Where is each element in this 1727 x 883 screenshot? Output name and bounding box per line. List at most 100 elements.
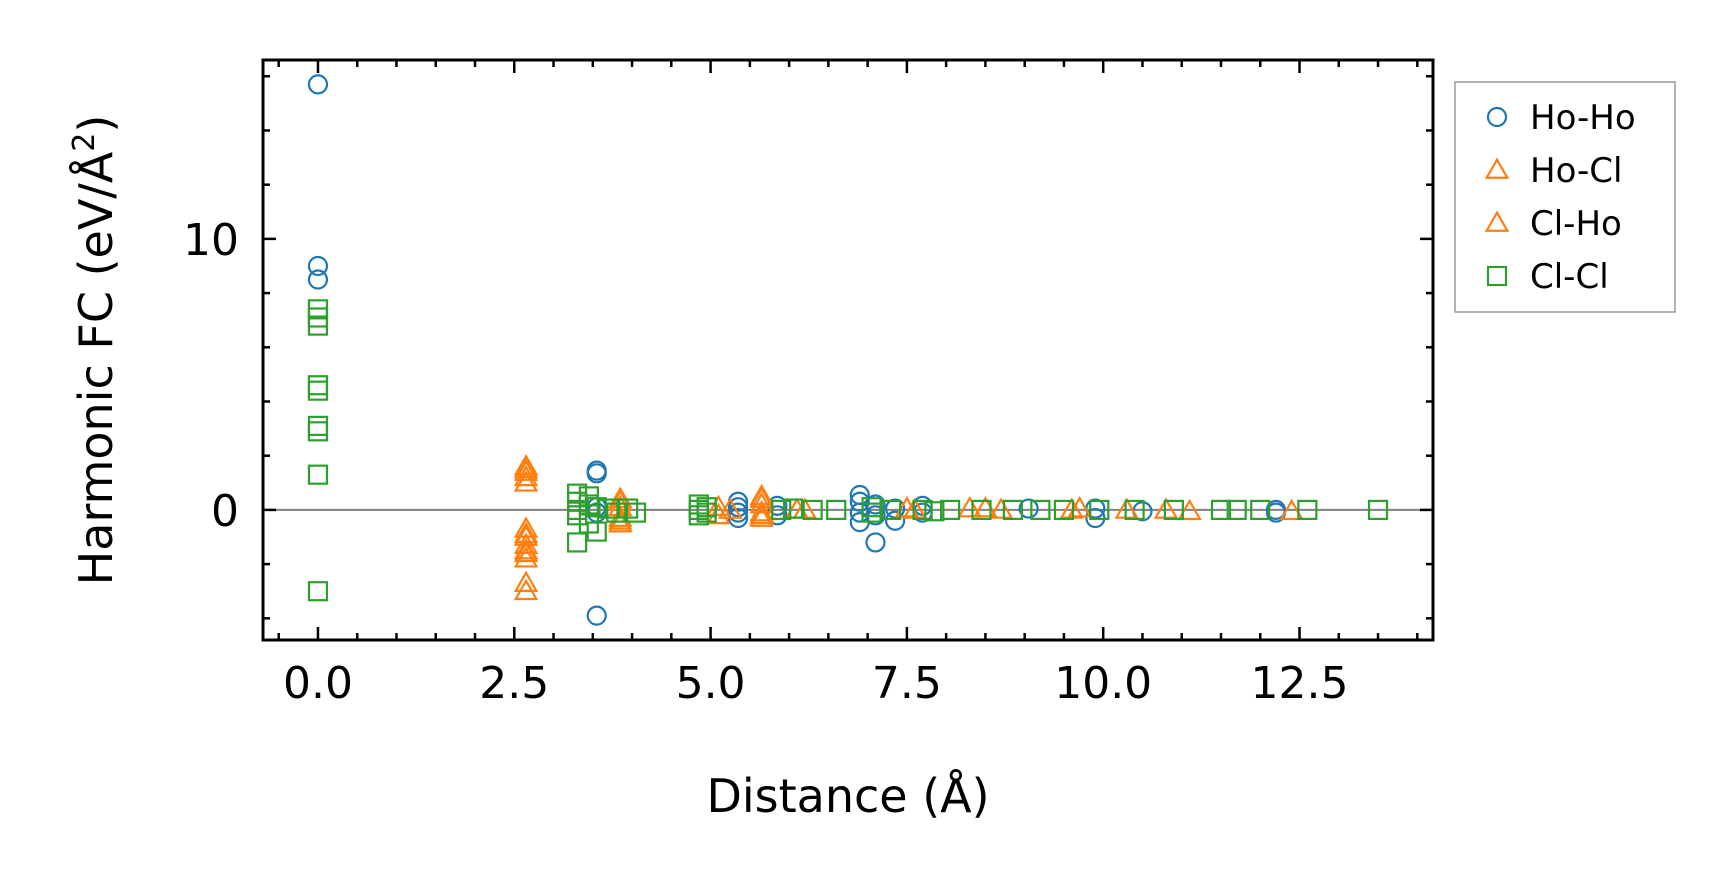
legend-box: [1454, 81, 1676, 313]
data-point-cl-cl: [861, 502, 882, 523]
data-point-ho-cl: [894, 495, 920, 518]
y-tick-label: 0: [211, 486, 239, 537]
legend: Ho-Ho Ho-Cl Cl-Ho Cl-Cl: [1454, 81, 1676, 313]
data-point-cl-cl: [566, 532, 588, 553]
legend-marker-ho-cl: [1484, 157, 1510, 179]
data-point-cl-cl: [586, 521, 607, 542]
data-point-cl-cl: [1053, 499, 1075, 521]
data-point-cl-cl: [1089, 499, 1110, 521]
data-point-cl-ho: [1279, 498, 1304, 521]
data-point-ho-ho: [849, 491, 870, 512]
data-point-ho-ho: [307, 269, 329, 290]
legend-label-ho-ho: Ho-Ho: [1530, 98, 1636, 138]
data-point-cl-cl: [971, 499, 992, 521]
data-point-ho-ho: [1018, 498, 1039, 519]
x-tick-label: 5.0: [676, 658, 746, 709]
plot-area-frame: [261, 58, 1435, 642]
data-point-cl-cl: [881, 499, 902, 521]
data-point-ho-ho: [586, 463, 607, 484]
data-point-cl-cl: [1210, 499, 1232, 521]
data-point-cl-cl: [1124, 499, 1145, 521]
data-point-cl-cl: [625, 502, 647, 523]
data-point-cl-cl: [1030, 499, 1051, 521]
x-tick-label: 2.5: [479, 658, 549, 709]
legend-label-cl-cl: Cl-Cl: [1530, 257, 1609, 297]
y-axis-title-end: ): [69, 115, 123, 133]
x-tick-label: 10.0: [1054, 658, 1152, 709]
x-tick-label: 0.0: [283, 658, 353, 709]
data-point-cl-cl: [586, 497, 607, 518]
data-point-ho-cl: [1177, 498, 1202, 521]
series-cl-ho: [513, 456, 1304, 560]
data-point-cl-cl: [771, 499, 792, 521]
y-axis-title: Harmonic FC (eV/Å2): [67, 115, 123, 586]
data-point-ho-cl: [717, 497, 743, 519]
data-point-ho-ho: [885, 510, 906, 531]
data-point-ho-cl: [1067, 495, 1092, 518]
legend-marker-cl-ho: [1484, 210, 1510, 232]
series-cl-cl: [307, 299, 1389, 602]
data-point-ho-ho: [849, 502, 870, 523]
data-point-ho-ho: [727, 502, 749, 523]
data-point-ho-ho: [307, 255, 329, 277]
data-point-ho-ho: [307, 74, 329, 95]
data-point-ho-ho: [727, 497, 749, 518]
legend-entries: Ho-Ho Ho-Cl Cl-Ho Cl-Cl: [1484, 98, 1636, 297]
data-point-cl-cl: [696, 502, 717, 523]
tick-labels: 0.0 2.5 5.0 7.5 10.0 12.5 0 10: [183, 215, 1348, 709]
data-point-ho-ho: [865, 532, 886, 553]
data-point-cl-cl: [606, 502, 627, 523]
x-axis-title: Distance (Å): [706, 769, 989, 823]
data-point-ho-cl: [988, 497, 1014, 519]
data-point-cl-cl: [307, 315, 329, 336]
data-point-cl-ho: [513, 456, 539, 479]
data-point-cl-cl: [307, 421, 329, 442]
data-point-ho-cl: [706, 494, 731, 517]
data-point-ho-cl: [513, 532, 539, 555]
legend-label-cl-ho: Cl-Ho: [1530, 204, 1622, 244]
data-point-cl-cl: [802, 499, 823, 521]
data-point-ho-cl: [749, 505, 774, 527]
data-point-cl-cl: [1367, 499, 1389, 521]
data-point-ho-cl: [749, 500, 774, 522]
data-point-ho-cl: [957, 495, 982, 518]
data-point-cl-ho: [902, 497, 927, 519]
data-point-cl-cl: [307, 380, 329, 401]
data-point-cl-ho: [1059, 497, 1085, 519]
data-point-ho-ho: [885, 498, 906, 519]
data-point-cl-cl: [1163, 499, 1184, 521]
data-point-cl-cl: [307, 581, 329, 602]
legend-label-ho-cl: Ho-Cl: [1530, 151, 1622, 191]
legend-marker-ho-ho: [1486, 106, 1508, 128]
data-point-cl-cl: [924, 501, 945, 522]
data-point-ho-cl: [749, 491, 774, 514]
data-point-cl-cl: [1250, 499, 1271, 521]
data-point-cl-ho: [1153, 497, 1179, 519]
data-point-ho-cl: [513, 470, 539, 492]
data-point-ho-ho: [586, 605, 607, 626]
data-point-cl-ho: [749, 502, 774, 525]
data-point-cl-cl: [912, 499, 933, 521]
data-point-cl-cl: [782, 498, 804, 519]
data-point-ho-cl: [513, 459, 539, 481]
data-point-ho-cl: [706, 502, 731, 525]
y-axis-title-main: Harmonic FC (eV/Å: [69, 151, 123, 585]
data-point-cl-cl: [826, 499, 847, 521]
data-point-cl-cl: [1002, 499, 1023, 521]
data-point-cl-cl: [598, 498, 619, 519]
data-point-cl-ho: [513, 537, 539, 560]
y-tick-label: 10: [183, 215, 239, 266]
legend-marker-cl-cl: [1486, 265, 1508, 287]
x-tick-label: 7.5: [872, 658, 942, 709]
data-markers: [307, 74, 1389, 626]
x-tick-label: 12.5: [1251, 658, 1349, 709]
data-point-cl-cl: [1297, 499, 1318, 521]
data-point-ho-cl: [513, 570, 539, 592]
data-point-ho-cl: [513, 578, 539, 601]
data-point-ho-cl: [1114, 497, 1140, 519]
data-point-ho-cl: [513, 540, 539, 563]
data-point-cl-cl: [939, 499, 961, 521]
data-point-cl-cl: [307, 464, 329, 485]
